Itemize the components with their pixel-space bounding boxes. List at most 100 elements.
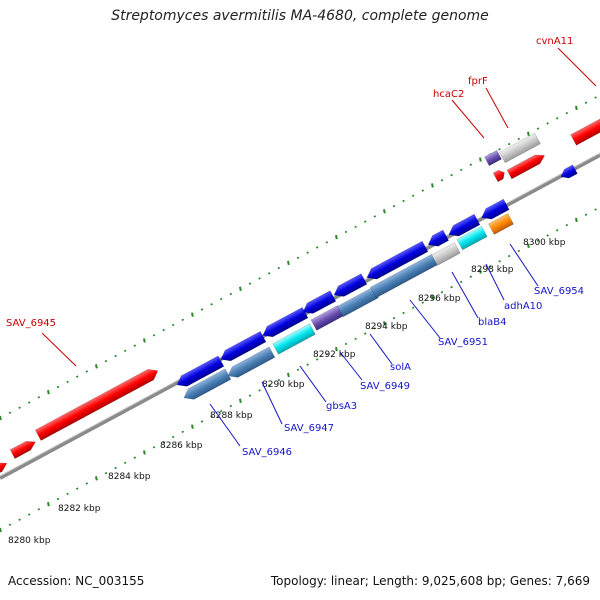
lower-tick xyxy=(75,487,79,490)
upper-tick xyxy=(229,292,233,296)
lower-tick xyxy=(469,275,473,278)
lower-tick xyxy=(200,420,204,423)
lower-tick xyxy=(114,466,117,470)
upper-tick xyxy=(152,334,156,337)
lower-tick xyxy=(315,358,319,361)
lower-tick xyxy=(517,249,521,253)
upper-tick xyxy=(296,256,300,260)
upper-tick xyxy=(335,234,338,240)
gene-label-SAV_6945: SAV_6945 xyxy=(6,318,56,329)
upper-tick xyxy=(479,157,482,162)
upper-tick xyxy=(594,96,597,99)
upper-tick-row xyxy=(0,96,597,421)
lower-tick xyxy=(171,435,175,439)
scale-label-8296: 8296 kbp xyxy=(418,294,461,304)
lower-tick xyxy=(258,389,261,392)
upper-tick xyxy=(373,215,377,218)
gene-grey-top xyxy=(499,132,541,164)
gene-SAV_6954 xyxy=(488,213,514,235)
upper-tick xyxy=(75,375,79,378)
scale-labels: 8280 kbp 8282 kbp 8284 kbp 8286 kbp 8288… xyxy=(8,238,566,546)
lower-tick xyxy=(335,346,338,352)
lower-tick xyxy=(507,254,511,258)
lower-tick xyxy=(287,372,290,378)
upper-tick xyxy=(459,168,463,172)
lower-tick xyxy=(104,471,108,475)
lower-tick xyxy=(440,291,444,294)
lower-tick xyxy=(152,446,156,449)
gene-labels-forward: SAV_6945 hcaC2 fprF cvnA11 xyxy=(6,36,573,329)
gene-leader-lines xyxy=(41,47,597,447)
upper-tick xyxy=(565,111,569,115)
scale-label-8290: 8290 kbp xyxy=(262,380,305,390)
upper-tick xyxy=(517,137,521,141)
scale-label-8294: 8294 kbp xyxy=(365,322,408,332)
gene-blue-f xyxy=(366,240,429,280)
lower-tick xyxy=(239,398,242,403)
gene-SAV_6946 xyxy=(183,368,232,400)
lower-tick xyxy=(181,430,185,434)
upper-tick xyxy=(239,286,242,291)
upper-tick xyxy=(354,225,357,229)
gene-hcaC2 xyxy=(492,169,505,183)
upper-tick xyxy=(527,131,530,136)
lower-tick xyxy=(459,280,463,284)
gene-right-small-blue xyxy=(560,164,578,179)
lower-tick xyxy=(191,424,194,429)
gene-label-adhA10: adhA10 xyxy=(504,301,542,312)
upper-tick xyxy=(507,142,511,146)
upper-tick xyxy=(421,189,425,192)
gene-adhA10 xyxy=(456,225,488,251)
upper-tick xyxy=(450,173,453,177)
gene-label-SAV_6954: SAV_6954 xyxy=(534,286,584,297)
gene-labels-reverse: SAV_6946 SAV_6947 gbsA3 SAV_6949 solA SA… xyxy=(242,286,584,458)
lower-tick xyxy=(325,353,329,356)
lower-tick xyxy=(37,508,41,511)
gene-label-SAV_6949: SAV_6949 xyxy=(360,381,410,392)
lower-tick xyxy=(383,321,386,326)
upper-tick xyxy=(306,251,309,254)
lower-tick xyxy=(133,456,137,459)
lower-tick xyxy=(392,316,396,320)
upper-tick xyxy=(258,277,261,280)
lower-tick xyxy=(536,239,540,242)
lower-tick xyxy=(421,301,425,304)
lower-tick xyxy=(248,394,252,397)
gene-blue-b xyxy=(220,331,267,362)
upper-tick xyxy=(469,163,473,166)
lower-tick xyxy=(555,229,559,232)
upper-tick xyxy=(546,122,549,125)
lower-tick xyxy=(47,501,50,507)
gene-blue-d xyxy=(302,290,337,314)
scale-label-8300: 8300 kbp xyxy=(523,238,566,248)
gene-label-SAV_6947: SAV_6947 xyxy=(284,423,334,434)
upper-tick xyxy=(191,312,194,317)
upper-tick xyxy=(248,282,252,285)
upper-tick xyxy=(287,260,290,266)
lower-tick xyxy=(594,208,597,211)
lower-tick xyxy=(219,409,223,413)
scale-label-8282: 8282 kbp xyxy=(58,504,101,514)
lower-tick-row xyxy=(0,208,597,533)
upper-tick xyxy=(0,415,2,421)
lower-tick xyxy=(18,518,21,521)
scale-label-8288: 8288 kbp xyxy=(210,411,253,421)
gene-label-SAV_6946: SAV_6946 xyxy=(242,447,292,458)
lower-tick xyxy=(354,337,357,341)
gene-gbsA3 xyxy=(272,323,316,355)
gene-blue-g xyxy=(427,229,449,247)
lower-tick xyxy=(267,384,271,387)
lower-tick xyxy=(575,217,578,223)
upper-tick xyxy=(431,183,434,188)
gene-cvnA11 xyxy=(570,118,600,146)
lower-tick xyxy=(431,295,434,300)
lower-tick xyxy=(411,306,415,309)
gene-blaB4 xyxy=(431,242,461,266)
scale-label-8298: 8298 kbp xyxy=(471,265,514,275)
lower-tick xyxy=(66,492,69,496)
upper-tick xyxy=(18,406,21,409)
lower-tick xyxy=(277,378,281,382)
lower-tick xyxy=(95,476,98,481)
lower-tick xyxy=(229,404,233,408)
